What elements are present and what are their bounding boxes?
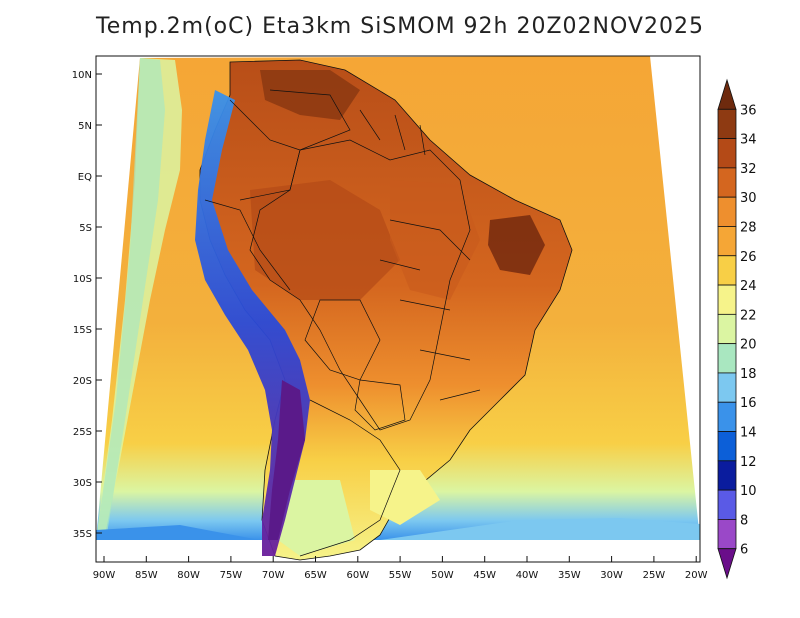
border-brazil	[249, 139, 471, 431]
colorbar-swatch	[717, 108, 737, 139]
lon-tick-label: 20W	[685, 570, 708, 581]
south-atlantic-cool	[380, 518, 700, 540]
colorbar-label: 12	[740, 455, 757, 470]
lon-tick-label: 90W	[93, 570, 116, 581]
map-title: Temp.2m(oC) Eta3km SiSMOM 92h 20Z02NOV20…	[96, 14, 704, 39]
lon-tick-label: 65W	[304, 570, 327, 581]
lat-tick-label: 5S	[79, 223, 92, 234]
lon-tick-label: 50W	[431, 570, 454, 581]
longitude-axis: 90W 85W 80W 75W 70W 65W 60W 55W 50W 45W 40W 35W 30W 2…	[93, 556, 708, 581]
colorbar-label: 20	[740, 338, 757, 353]
border-venezuela	[269, 89, 351, 151]
colorbar-swatch	[717, 313, 737, 345]
pacific-cold-band	[96, 58, 165, 540]
lat-tick-label: 10N	[72, 70, 92, 81]
andes-mountains	[195, 90, 310, 556]
lon-tick-label: 85W	[135, 570, 158, 581]
colorbar-label: 14	[740, 426, 757, 441]
colorbar-label: 24	[740, 279, 757, 294]
lon-tick-label: 80W	[177, 570, 200, 581]
colorbar-label: 36	[740, 103, 757, 118]
lat-tick-label: 25S	[73, 427, 92, 438]
cool-patch-patagonia	[278, 480, 355, 556]
lon-tick-label: 25W	[643, 570, 666, 581]
lat-tick-label: EQ	[78, 172, 92, 183]
colorbar-label: 34	[740, 133, 757, 148]
colorbar-swatch	[717, 255, 737, 286]
border-brazil-states	[379, 219, 481, 401]
colorbar-label: 22	[740, 308, 757, 323]
lon-tick-label: 75W	[220, 570, 243, 581]
colorbar-swatch-bottom	[717, 548, 737, 580]
map-frame	[95, 55, 701, 563]
colorbar-label: 8	[740, 513, 748, 528]
colorbar: 36 34 32 30 28 26 24 22 20 18 16 14 12 10 8 6	[717, 78, 757, 580]
colorbar-label: 28	[740, 220, 757, 235]
colorbar-swatch	[717, 489, 737, 520]
lat-tick-label: 15S	[73, 325, 92, 336]
colorbar-label: 16	[740, 396, 757, 411]
lon-tick-label: 35W	[558, 570, 581, 581]
lon-tick-label: 45W	[473, 570, 496, 581]
colorbar-swatch	[717, 372, 737, 403]
cool-patch-south	[370, 470, 440, 525]
colorbar-swatch	[717, 519, 737, 550]
lon-tick-label: 60W	[346, 570, 369, 581]
south-cold-ocean	[96, 525, 260, 540]
colorbar-swatch	[717, 284, 737, 315]
border-guianas	[359, 109, 426, 156]
colorbar-label: 6	[740, 543, 748, 558]
colorbar-swatch	[717, 401, 737, 432]
colorbar-label: 30	[740, 191, 757, 206]
colorbar-swatch-top	[717, 78, 737, 110]
andes-coldest-core	[268, 380, 305, 540]
lat-tick-label: 20S	[73, 376, 92, 387]
lat-tick-label: 5N	[78, 121, 92, 132]
colorbar-swatch	[717, 226, 737, 257]
lat-tick-label: 35S	[73, 529, 92, 540]
border-paraguay	[354, 379, 406, 431]
colorbar-swatch	[717, 343, 737, 374]
lon-tick-label: 40W	[516, 570, 539, 581]
latitude-axis: 10N 5N EQ 5S 10S 15S 20S 25S 30S 35S	[72, 70, 102, 540]
lat-tick-label: 30S	[73, 478, 92, 489]
colorbar-label: 32	[740, 162, 757, 177]
colorbar-swatch	[717, 138, 737, 169]
lon-tick-label: 70W	[262, 570, 285, 581]
lon-tick-label: 55W	[389, 570, 412, 581]
colorbar-label: 10	[740, 484, 757, 499]
border-argentina	[299, 399, 401, 557]
colorbar-label: 18	[740, 367, 757, 382]
lon-tick-label: 30W	[600, 570, 623, 581]
hot-core-northeast	[488, 215, 545, 275]
warm-patch-cerrado	[390, 180, 480, 300]
colorbar-swatch	[717, 167, 737, 198]
colorbar-swatch	[717, 460, 737, 491]
hot-core-amazon	[260, 70, 360, 120]
border-peru	[204, 199, 291, 291]
lat-tick-label: 10S	[73, 274, 92, 285]
colorbar-swatch	[717, 431, 737, 462]
colorbar-swatch	[717, 196, 737, 227]
hot-core-central	[250, 180, 400, 300]
colorbar-label: 26	[740, 250, 757, 265]
country-borders	[204, 89, 481, 557]
